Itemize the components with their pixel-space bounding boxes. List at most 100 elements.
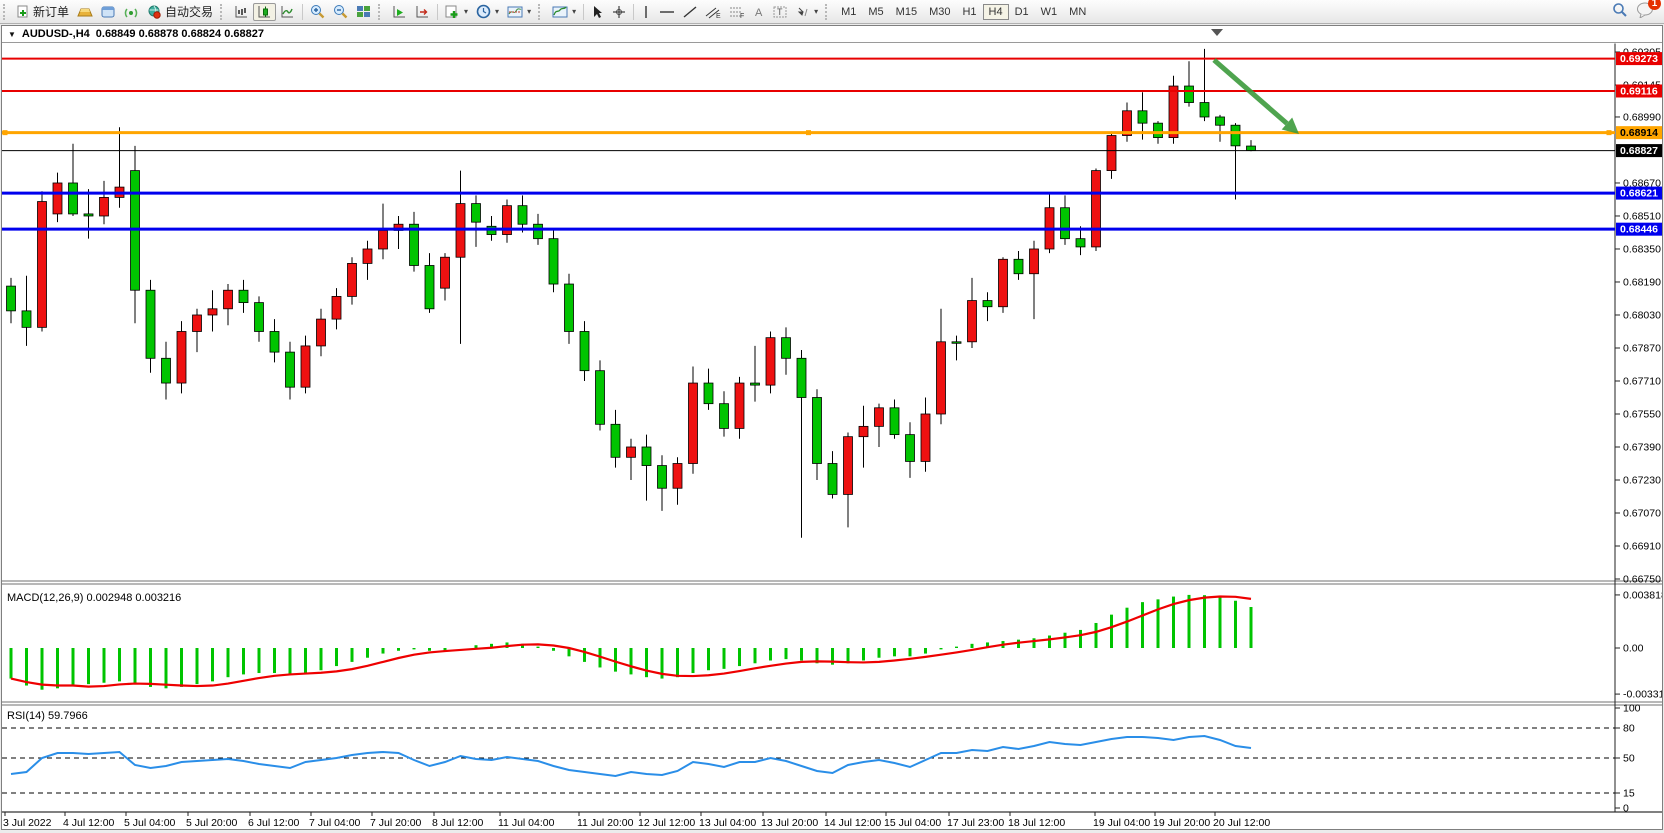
signals-button[interactable] <box>120 3 143 21</box>
timeframe-h4-button[interactable]: H4 <box>982 3 1009 20</box>
autotrading-button[interactable]: 自动交易 <box>143 1 217 22</box>
crosshair-button[interactable] <box>608 3 630 21</box>
new-chart-button[interactable]: ▾ <box>441 3 472 21</box>
bar-chart-button[interactable] <box>230 3 253 21</box>
price-tick-label: 0.68190 <box>1623 276 1661 288</box>
timeframe-d1-button[interactable]: D1 <box>1014 5 1029 18</box>
periods-button[interactable]: ▾ <box>472 2 503 21</box>
date-tick-label: 19 Jul 20:00 <box>1153 817 1210 829</box>
candle-body <box>347 263 357 297</box>
rsi-axis-label: 50 <box>1623 753 1635 765</box>
price-line-label-box <box>1616 222 1662 236</box>
fibonacci-button[interactable]: F <box>725 3 749 21</box>
line-selection-handle[interactable] <box>2 130 8 136</box>
text-label-button[interactable]: T <box>769 3 792 21</box>
toolbar-grip[interactable] <box>220 3 227 20</box>
line-selection-handle[interactable] <box>1606 130 1612 136</box>
candle-body <box>471 203 481 223</box>
price-tick-label: 0.68990 <box>1623 111 1661 123</box>
toolbar-grip[interactable] <box>825 3 832 20</box>
candle-body <box>688 382 698 464</box>
price-axis: 0.693050.691450.689900.686700.685100.683… <box>1615 47 1662 586</box>
chart-window: ▼ AUDUSD-,H4 0.68849 0.68878 0.68824 0.6… <box>1 25 1663 830</box>
candle-body <box>300 345 311 388</box>
vertical-line-icon <box>645 5 647 18</box>
tile-windows-button[interactable] <box>352 3 375 21</box>
date-tick-label: 20 Jul 12:00 <box>1213 817 1270 829</box>
text-button[interactable]: A <box>749 3 769 21</box>
svg-text:T: T <box>777 7 783 17</box>
candle-body <box>1230 124 1241 147</box>
chart-shift-icon <box>416 5 429 17</box>
date-tick-label: 11 Jul 20:00 <box>577 817 634 829</box>
notifications-button[interactable]: 1 <box>1636 0 1661 21</box>
line-chart-button[interactable] <box>276 3 299 21</box>
candle-body <box>1091 170 1101 248</box>
price-line-label: 0.68446 <box>1620 224 1658 236</box>
chart-symbol-period: AUDUSD-,H4 <box>21 28 90 40</box>
date-tick-label: 4 Jul 12:00 <box>63 817 115 829</box>
candle-body <box>316 318 326 347</box>
templates-icon <box>507 6 523 17</box>
timeframe-h1-button[interactable]: H1 <box>962 5 977 18</box>
price-line-label: 0.69273 <box>1620 53 1658 65</box>
rsi-axis-label: 100 <box>1623 703 1641 715</box>
symbol-dropdown-icon[interactable]: ▼ <box>8 29 16 39</box>
candle-body <box>1013 258 1024 275</box>
horizontal-level-lines[interactable] <box>2 57 1615 231</box>
indicators-button[interactable]: ▾ <box>548 3 580 21</box>
candle-body <box>21 310 32 328</box>
toolbar-grip[interactable] <box>378 3 385 20</box>
chart-window-button[interactable] <box>97 3 120 21</box>
zoom-out-button[interactable] <box>329 2 352 21</box>
price-line-label-box <box>1616 126 1662 140</box>
text-label-icon: T <box>773 6 787 17</box>
timeframe-m30-button[interactable]: M30 <box>929 5 951 18</box>
timeframe-mn-button[interactable]: MN <box>1069 5 1087 18</box>
zoom-in-icon <box>311 5 325 19</box>
toolbar-grip[interactable] <box>538 3 545 20</box>
timeframe-m15-button[interactable]: M15 <box>895 5 918 18</box>
timeframe-m5-button[interactable]: M5 <box>868 5 884 18</box>
chart-plot[interactable]: 0.693050.691450.689900.686700.685100.683… <box>2 26 1662 829</box>
auto-scroll-button[interactable] <box>388 3 411 21</box>
equidistant-channel-button[interactable]: E <box>701 3 725 21</box>
date-tick-label: 3 Jul 2022 <box>3 817 52 829</box>
date-tick-label: 18 Jul 12:00 <box>1008 817 1065 829</box>
chart-shift-marker[interactable] <box>1211 29 1223 36</box>
market-watch-button[interactable] <box>73 3 97 21</box>
candle-body <box>1122 110 1132 136</box>
price-tick-label: 0.68350 <box>1623 243 1661 255</box>
price-tick-label: 0.67070 <box>1623 507 1661 519</box>
cursor-icon <box>594 5 603 18</box>
candlestick-chart-button[interactable] <box>253 2 277 21</box>
line-selection-handle[interactable] <box>806 130 811 136</box>
autotrading-label: 自动交易 <box>165 5 214 19</box>
notification-badge: 1 <box>1648 0 1661 10</box>
cursor-button[interactable] <box>587 3 608 21</box>
arrows-icon <box>797 7 808 16</box>
toolbar-grip[interactable] <box>3 3 10 20</box>
arrows-button[interactable]: ▾ <box>792 3 822 21</box>
search-icon[interactable] <box>1612 2 1628 21</box>
macd-axis-label: -0.003315 <box>1623 689 1662 701</box>
new-order-button[interactable]: 新订单 <box>13 1 73 22</box>
dropdown-arrow-icon: ▾ <box>814 7 819 16</box>
trend-annotation-arrow[interactable] <box>1212 58 1299 134</box>
chart-shift-button[interactable] <box>411 3 434 21</box>
candle-body <box>285 351 295 388</box>
chart-title-bar[interactable]: ▼ AUDUSD-,H4 0.68849 0.68878 0.68824 0.6… <box>2 26 1662 43</box>
horizontal-line-button[interactable] <box>655 3 679 21</box>
zoom-in-button[interactable] <box>306 2 329 21</box>
templates-button[interactable]: ▾ <box>503 3 535 21</box>
candle-body <box>1137 110 1148 124</box>
candle-body <box>936 341 946 415</box>
vertical-line-button[interactable] <box>637 3 655 21</box>
trendline-button[interactable] <box>679 3 701 21</box>
svg-text:F: F <box>740 13 744 19</box>
dropdown-arrow-icon: ▾ <box>495 7 500 16</box>
timeframe-w1-button[interactable]: W1 <box>1040 5 1058 18</box>
timeframe-m1-button[interactable]: M1 <box>841 5 857 18</box>
candle-body <box>1029 248 1039 275</box>
candle-body <box>440 256 450 289</box>
